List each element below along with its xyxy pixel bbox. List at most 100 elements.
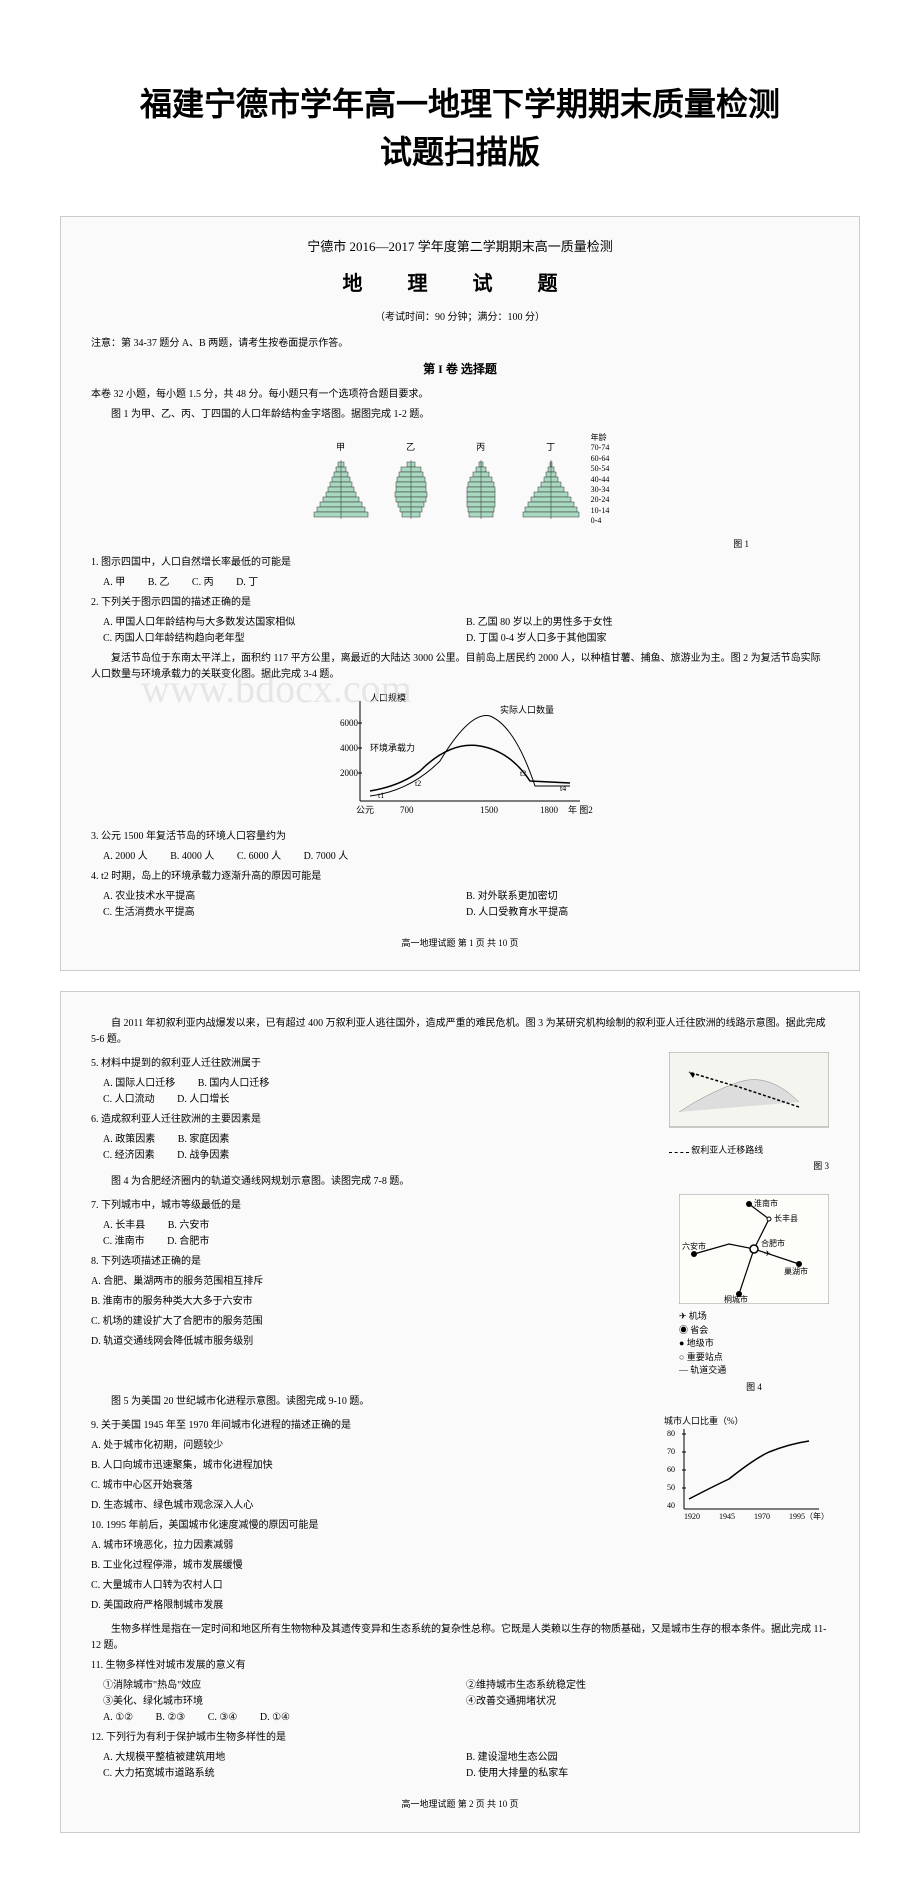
svg-text:1800: 1800 (540, 805, 559, 815)
hefei-rail-map: 淮南市 长丰县 合肥市 ✈ 六安市 巢湖市 桐城市 (679, 1194, 829, 1304)
pyramid-jia: 甲 (311, 440, 371, 526)
population-pyramids: 甲 乙 (91, 433, 829, 527)
chart-5-title: 城市人口比重（%） (664, 1415, 744, 1426)
question-2-options: A. 甲国人口年龄结构与大多数发达国家相似B. 乙国 80 岁以上的男性多于女性… (103, 615, 829, 647)
pyramid-ding-chart (521, 457, 581, 527)
svg-text:40: 40 (667, 1501, 675, 1510)
svg-text:1920: 1920 (684, 1512, 700, 1521)
y-axis-label: 人口规模 (370, 693, 406, 703)
svg-text:公元: 公元 (356, 805, 374, 815)
question-11-options: A. ①② B. ②③ C. ③④ D. ①④ (103, 1710, 829, 1726)
chart-2-container: 人口规模 6000 4000 2000 公元 700 1500 1800 年 图… (91, 691, 829, 821)
svg-text:✈: ✈ (764, 1249, 771, 1258)
svg-text:1970: 1970 (754, 1512, 770, 1521)
question-3: 3. 公元 1500 年复活节岛的环境人口容量约为 (91, 829, 829, 845)
svg-text:1945: 1945 (719, 1512, 735, 1521)
svg-text:桐城市: 桐城市 (724, 1294, 748, 1304)
svg-text:合肥市: 合肥市 (761, 1238, 785, 1248)
section-1-title: 第 I 卷 选择题 (91, 360, 829, 379)
figure-4-intro: 图 4 为合肥经济圈内的轨道交通线网规划示意图。读图完成 7-8 题。 (91, 1174, 829, 1190)
pyramid-bing-chart (451, 457, 511, 527)
map-3-legend: 叙利亚人迁移路线 (669, 1144, 829, 1158)
svg-text:t4: t4 (560, 784, 566, 793)
question-9-optA: A. 处于城市化初期，问题较少 (91, 1438, 649, 1454)
svg-text:六安市: 六安市 (682, 1241, 706, 1251)
question-2: 2. 下列关于图示四国的描述正确的是 (91, 595, 829, 611)
question-8-optC: C. 机场的建设扩大了合肥市的服务范围 (91, 1314, 669, 1330)
question-10: 10. 1995 年前后，美国城市化速度减慢的原因可能是 (91, 1518, 649, 1534)
question-1-options: A. 甲 B. 乙 C. 丙 D. 丁 (103, 575, 829, 591)
page-1-footer: 高一地理试题 第 1 页 共 10 页 (91, 936, 829, 950)
svg-text:1500: 1500 (480, 805, 499, 815)
svg-text:60: 60 (667, 1465, 675, 1474)
svg-text:环境承载力: 环境承载力 (370, 742, 415, 753)
figure-1-intro: 图 1 为甲、乙、丙、丁四国的人口年龄结构金字塔图。据图完成 1-2 题。 (91, 407, 829, 423)
svg-text:长丰县: 长丰县 (774, 1213, 798, 1223)
question-10-optA: A. 城市环境恶化，拉力因素减弱 (91, 1538, 649, 1554)
us-urbanization-chart: 城市人口比重（%） 80 70 60 50 40 1920 1945 1970 … (659, 1414, 829, 1524)
svg-text:70: 70 (667, 1447, 675, 1456)
title-line-2: 试题扫描版 (60, 128, 860, 176)
svg-text:6000: 6000 (340, 718, 359, 728)
pyramid-yi: 乙 (381, 440, 441, 526)
question-6: 6. 造成叙利亚人迁往欧洲的主要因素是 (91, 1112, 659, 1128)
question-12: 12. 下列行为有利于保护城市生物多样性的是 (91, 1730, 829, 1746)
exam-time-score: （考试时间：90 分钟；满分：100 分） (91, 310, 829, 326)
question-1: 1. 图示四国中，人口自然增长率最低的可能是 (91, 555, 829, 571)
question-11-items: ①消除城市"热岛"效应②维持城市生态系统稳定性 ③美化、绿化城市环境④改善交通拥… (103, 1678, 829, 1710)
question-4: 4. t2 时期，岛上的环境承载力逐渐升高的原因可能是 (91, 869, 829, 885)
svg-text:50: 50 (667, 1483, 675, 1492)
figure-4-caption: 图 4 (679, 1380, 829, 1394)
question-8-optD: D. 轨道交通线网会降低城市服务级别 (91, 1334, 669, 1350)
svg-text:t3: t3 (520, 769, 526, 778)
figure-1-caption: 图 1 (91, 537, 829, 551)
exam-note: 注意：第 34-37 题分 A、B 两题，请考生按卷面提示作答。 (91, 336, 829, 352)
age-legend: 年龄 70-74 60-64 50-54 40-44 30-34 20-24 1… (591, 433, 610, 527)
question-11: 11. 生物多样性对城市发展的意义有 (91, 1658, 829, 1674)
svg-text:t1: t1 (378, 791, 384, 800)
question-9-optD: D. 生态城市、绿色城市观念深入人心 (91, 1498, 649, 1514)
population-capacity-chart: 人口规模 6000 4000 2000 公元 700 1500 1800 年 图… (320, 691, 600, 821)
svg-text:2000: 2000 (340, 768, 359, 778)
figure-3-intro: 自 2011 年初叙利亚内战爆发以来，已有超过 400 万叙利亚人逃往国外，造成… (91, 1016, 829, 1048)
exam-page-2: 自 2011 年初叙利亚内战爆发以来，已有超过 400 万叙利亚人逃往国外，造成… (60, 991, 860, 1832)
question-4-options: A. 农业技术水平提高B. 对外联系更加密切 C. 生活消费水平提高D. 人口受… (103, 889, 829, 921)
question-8-optA: A. 合肥、巢湖两市的服务范围相互排斥 (91, 1274, 669, 1290)
question-9-optB: B. 人口向城市迅速聚集，城市化进程加快 (91, 1458, 649, 1474)
question-9: 9. 关于美国 1945 年至 1970 年间城市化进程的描述正确的是 (91, 1418, 649, 1434)
question-5: 5. 材料中提到的叙利亚人迁往欧洲属于 (91, 1056, 659, 1072)
exam-page-1: www.bdocx.com 宁德市 2016—2017 学年度第二学期期末高一质… (60, 216, 860, 971)
figure-3-caption: 图 3 (669, 1159, 829, 1173)
svg-text:年 图2: 年 图2 (568, 804, 593, 815)
svg-text:巢湖市: 巢湖市 (784, 1266, 808, 1276)
map-4-legend: ✈ 机场 ◉ 省会 ● 地级市 ○ 重要站点 — 轨道交通 (679, 1310, 829, 1378)
question-5-options: A. 国际人口迁移 B. 国内人口迁移 C. 人口流动 D. 人口增长 (103, 1076, 659, 1108)
pyramid-yi-chart (381, 457, 441, 527)
question-9-optC: C. 城市中心区开始衰落 (91, 1478, 649, 1494)
map-3: 叙利亚人迁移路线 图 3 (669, 1052, 829, 1173)
question-8: 8. 下列选项描述正确的是 (91, 1254, 669, 1270)
question-10-optD: D. 美国政府严格限制城市发展 (91, 1598, 649, 1614)
document-title: 福建宁德市学年高一地理下学期期末质量检测 试题扫描版 (60, 80, 860, 176)
svg-text:t2: t2 (415, 779, 421, 788)
section-1-desc: 本卷 32 小题，每小题 1.5 分，共 48 分。每小题只有一个选项符合题目要… (91, 387, 829, 403)
pyramid-jia-chart (311, 457, 371, 527)
map-4: 淮南市 长丰县 合肥市 ✈ 六安市 巢湖市 桐城市 ✈ 机场 ◉ 省会 ● 地级… (679, 1194, 829, 1394)
question-6-options: A. 政策因素 B. 家庭因素 C. 经济因素 D. 战争因素 (103, 1132, 659, 1164)
svg-text:实际人口数量: 实际人口数量 (500, 704, 554, 715)
figure-5-intro: 图 5 为美国 20 世纪城市化进程示意图。读图完成 9-10 题。 (91, 1394, 829, 1410)
pyramid-bing: 丙 (451, 440, 511, 526)
question-7-options: A. 长丰县 B. 六安市 C. 淮南市 D. 合肥市 (103, 1218, 669, 1250)
svg-text:80: 80 (667, 1429, 675, 1438)
question-10-optB: B. 工业化过程停滞，城市发展缓慢 (91, 1558, 649, 1574)
biodiversity-intro: 生物多样性是指在一定时间和地区所有生物物种及其遗传变异和生态系统的复杂性总称。它… (91, 1622, 829, 1654)
pyramid-ding: 丁 (521, 440, 581, 526)
syria-migration-map (669, 1052, 829, 1137)
question-10-optC: C. 大量城市人口转为农村人口 (91, 1578, 649, 1594)
svg-text:淮南市: 淮南市 (754, 1198, 778, 1208)
question-7: 7. 下列城市中，城市等级最低的是 (91, 1198, 669, 1214)
question-12-options: A. 大规模平整植被建筑用地B. 建设湿地生态公园 C. 大力拓宽城市道路系统D… (103, 1750, 829, 1782)
question-3-options: A. 2000 人 B. 4000 人 C. 6000 人 D. 7000 人 (103, 849, 829, 865)
page-2-footer: 高一地理试题 第 2 页 共 10 页 (91, 1797, 829, 1811)
title-line-1: 福建宁德市学年高一地理下学期期末质量检测 (60, 80, 860, 128)
